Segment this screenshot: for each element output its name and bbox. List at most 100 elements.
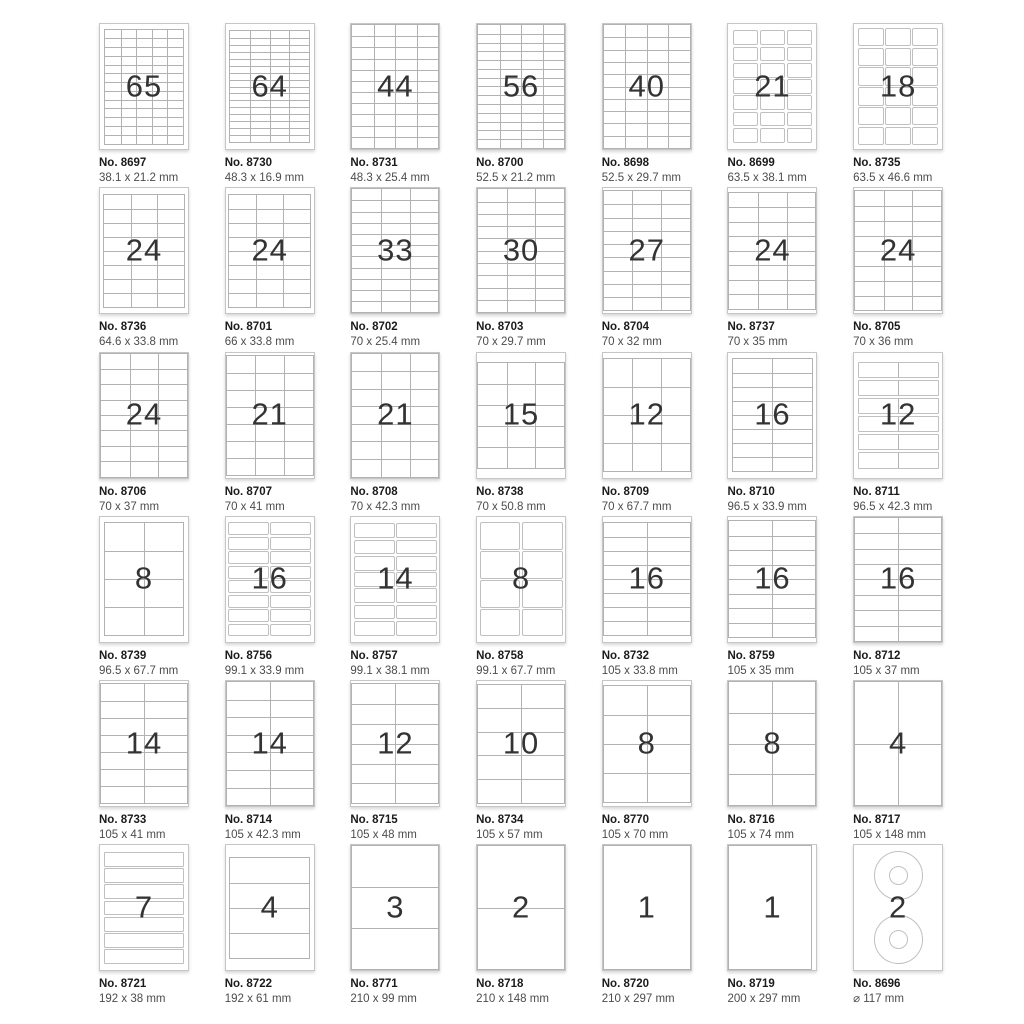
product-card[interactable]: 12 No. 8715 105 x 48 mm: [350, 680, 476, 844]
product-card[interactable]: 3 No. 8771 210 x 99 mm: [350, 844, 476, 1008]
product-card[interactable]: 27 No. 8704 70 x 32 mm: [601, 187, 728, 351]
label-cell: [603, 270, 633, 284]
label-row: [857, 451, 939, 469]
product-card[interactable]: 33 No. 8702 70 x 25.4 mm: [350, 187, 476, 351]
product-card[interactable]: 18 No. 8735 63.5 x 46.6 mm: [853, 23, 979, 187]
product-card[interactable]: 14 No. 8757 99.1 x 38.1 mm: [350, 515, 476, 680]
label-cell: [772, 401, 812, 416]
label-sheet-diagram: 44: [350, 23, 441, 150]
label-count: 64: [251, 67, 288, 103]
label-dimensions: 66 x 33.8 mm: [224, 336, 295, 349]
product-card[interactable]: 10 No. 8734 105 x 57 mm: [476, 680, 602, 844]
label-cell: [898, 416, 937, 432]
label-cell: [395, 763, 439, 784]
product-card[interactable]: 44 No. 8731 48.3 x 25.4 mm: [350, 23, 476, 187]
label-cell: [381, 245, 410, 257]
label-cell: [229, 278, 257, 293]
label-cell: [786, 95, 813, 111]
label-cell: [284, 423, 313, 441]
product-card[interactable]: 15 No. 8738 70 x 50.8 mm: [476, 351, 602, 516]
product-card[interactable]: 2 No. 8696 ⌀ 117 mm: [853, 844, 979, 1008]
label-cell: [898, 743, 942, 806]
label-cell: [625, 61, 647, 75]
product-card[interactable]: 21 No. 8699 63.5 x 38.1 mm: [727, 23, 853, 187]
label-cell: [105, 38, 121, 47]
product-card[interactable]: 12 No. 8711 96.5 x 42.3 mm: [853, 351, 979, 516]
product-card[interactable]: 14 No. 8733 105 x 41 mm: [99, 680, 225, 844]
label-cell: [373, 58, 396, 70]
label-cell: [478, 121, 500, 131]
product-card[interactable]: 24 No. 8706 70 x 37 mm: [99, 351, 225, 516]
label-cell: [255, 389, 285, 407]
product-card[interactable]: 30 No. 8703 70 x 29.7 mm: [476, 187, 602, 351]
label-cell: [646, 743, 690, 773]
label-dimensions: 105 x 37 mm: [853, 664, 920, 677]
label-cell: [416, 80, 439, 93]
product-card[interactable]: 1 No. 8719 200 x 297 mm: [727, 844, 853, 1008]
label-cell: [353, 572, 395, 587]
label-cell: [226, 457, 256, 475]
product-card[interactable]: 40 No. 8698 52.5 x 29.7 mm: [601, 23, 728, 187]
product-card[interactable]: 16 No. 8756 99.1 x 33.9 mm: [224, 515, 351, 680]
product-card[interactable]: 56 No. 8700 52.5 x 21.2 mm: [476, 23, 602, 187]
product-card[interactable]: 21 No. 8707 70 x 41 mm: [224, 351, 351, 516]
product-card[interactable]: 24 No. 8705 70 x 36 mm: [853, 187, 979, 351]
label-cell: [381, 353, 410, 372]
label-cell: [269, 58, 290, 66]
product-card[interactable]: 8 No. 8739 96.5 x 67.7 mm: [99, 515, 225, 680]
product-card[interactable]: 8 No. 8758 99.1 x 67.7 mm: [476, 515, 602, 680]
product-number: No. 8736: [99, 321, 147, 334]
product-card[interactable]: 1 No. 8720 210 x 297 mm: [601, 844, 728, 1008]
product-card[interactable]: 16 No. 8732 105 x 33.8 mm: [601, 515, 728, 680]
label-cell: [661, 217, 690, 231]
label-cell: [381, 441, 410, 460]
product-card[interactable]: 4 No. 8717 105 x 148 mm: [853, 680, 979, 844]
product-card[interactable]: 12 No. 8709 70 x 67.7 mm: [601, 351, 728, 516]
label-cell: [230, 933, 309, 958]
label-cell: [521, 51, 543, 61]
label-cell: [104, 607, 144, 635]
product-number: No. 8771: [350, 978, 398, 991]
label-cell: [603, 74, 626, 86]
product-card[interactable]: 24 No. 8701 66 x 33.8 mm: [224, 187, 351, 351]
label-cell: [668, 135, 690, 148]
product-card[interactable]: 8 No. 8770 105 x 70 mm: [601, 680, 728, 844]
label-cell: [249, 72, 270, 80]
label-dimensions: 52.5 x 21.2 mm: [476, 172, 556, 184]
label-cell: [478, 383, 507, 405]
product-card[interactable]: 16 No. 8712 105 x 37 mm: [853, 515, 979, 680]
label-cell: [759, 30, 786, 46]
product-number: No. 8701: [224, 321, 272, 334]
label-cell: [898, 362, 937, 378]
product-card[interactable]: 24 No. 8736 64.6 x 33.8 mm: [99, 187, 225, 351]
label-cell: [230, 79, 250, 87]
label-cell: [269, 79, 290, 87]
label-row: [103, 916, 185, 932]
label-cell: [228, 594, 269, 608]
product-card[interactable]: 7 No. 8721 192 x 38 mm: [99, 844, 225, 1008]
label-grid: [225, 681, 314, 807]
product-card[interactable]: 21 No. 8708 70 x 42.3 mm: [350, 351, 476, 516]
label-cell: [604, 686, 647, 715]
label-cell: [603, 537, 647, 551]
label-cell: [151, 117, 168, 126]
product-card[interactable]: 14 No. 8714 105 x 42.3 mm: [224, 680, 351, 844]
product-card[interactable]: 8 No. 8716 105 x 74 mm: [727, 680, 853, 844]
product-card[interactable]: 16 No. 8710 96.5 x 33.9 mm: [727, 351, 853, 516]
product-card[interactable]: 65 No. 8697 38.1 x 21.2 mm: [99, 23, 225, 187]
product-card[interactable]: 16 No. 8759 105 x 35 mm: [727, 515, 853, 680]
label-cell: [772, 521, 815, 536]
label-cell: [129, 353, 159, 369]
label-cell: [158, 399, 187, 416]
label-count: 56: [502, 67, 540, 103]
product-card[interactable]: 24 No. 8737 70 x 35 mm: [727, 187, 853, 351]
label-cell: [101, 718, 144, 735]
product-card[interactable]: 64 No. 8730 48.3 x 16.9 mm: [224, 23, 351, 187]
label-cell: [668, 98, 690, 112]
product-card[interactable]: 4 No. 8722 192 x 61 mm: [224, 844, 351, 1008]
label-cell: [732, 429, 773, 443]
label-cell: [603, 443, 633, 471]
label-cell: [395, 125, 417, 137]
product-card[interactable]: 2 No. 8718 210 x 148 mm: [476, 844, 602, 1008]
label-cell: [381, 388, 410, 407]
